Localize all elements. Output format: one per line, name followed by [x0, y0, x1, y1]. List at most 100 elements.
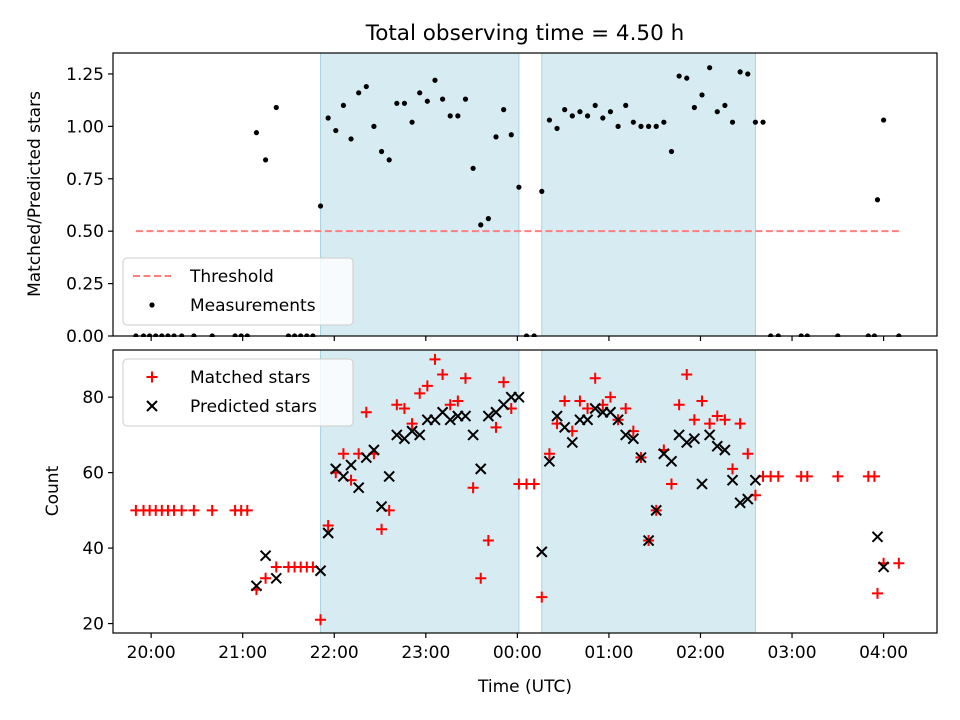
- top-series-measurements-point-77: [737, 69, 743, 75]
- top-series-measurements-point-32: [394, 100, 400, 106]
- bottom-series-predicted-stars-point-24: [467, 429, 479, 441]
- bottom-series-predicted-stars-point-31: [536, 546, 548, 558]
- top-series-measurements-point-73: [707, 65, 713, 71]
- bottom-series-predicted-stars-point-2: [259, 549, 272, 562]
- bottom-series-matched-stars-point-87: [868, 470, 880, 482]
- top-series-measurements-point-60: [607, 109, 614, 115]
- bottom-series-matched-stars-point-36: [421, 380, 433, 392]
- top-series-measurements-point-62: [623, 102, 629, 109]
- top-series-measurements-point-63: [630, 119, 636, 125]
- bottom-series-predicted-stars-point-41: [612, 414, 624, 426]
- top-series-measurements-point-36: [424, 98, 430, 104]
- bottom-series-predicted-stars-point-5: [322, 527, 334, 539]
- bottom-series-predicted-stars-point-23: [459, 410, 472, 422]
- bottom-series-predicted-stars-point-45: [642, 534, 655, 547]
- top-series-measurements-point-54: [562, 107, 568, 113]
- top-series-measurements-point-89: [880, 117, 887, 123]
- bottom-series-matched-stars-point-9: [188, 504, 200, 516]
- bottom-series-matched-stars-point-23: [322, 519, 334, 531]
- top-series-measurements-point-43: [478, 222, 484, 228]
- x-tick-label-7: 02:00: [676, 643, 725, 663]
- top-legend: Threshold Measurements: [122, 257, 354, 326]
- bottom-series-predicted-stars-point-16: [406, 425, 418, 437]
- bottom-series-matched-stars-point-68: [665, 478, 677, 490]
- top-series-measurements-point-47: [508, 132, 514, 138]
- bottom-series-matched-stars-point-37: [429, 353, 441, 365]
- bottom-series-matched-stars-point-30: [376, 523, 388, 535]
- bottom-series-matched-stars-point-28: [360, 406, 372, 418]
- top-series-measurements-point-33: [401, 100, 408, 106]
- bottom-series-matched-stars-point-62: [620, 402, 632, 414]
- top-series-measurements-point-69: [676, 73, 682, 79]
- bottom-legend-entry-1-label: Matched stars: [190, 368, 310, 388]
- bottom-y-axis-label: Count: [43, 465, 63, 516]
- top-series-measurements-point-58: [592, 102, 598, 109]
- top-series-measurements-point-44: [485, 216, 491, 222]
- top-series-measurements-point-61: [615, 123, 621, 129]
- top-series-measurements-point-27: [356, 90, 362, 96]
- top-series-measurements-point-59: [600, 115, 606, 121]
- top-series-measurements-point-70: [684, 75, 690, 81]
- top-series-measurements-point-65: [646, 123, 652, 129]
- bottom-series-predicted-stars-point-3: [270, 572, 282, 584]
- bottom-series-predicted-stars-point-57: [734, 497, 746, 509]
- top-series-measurements-point-38: [440, 96, 446, 102]
- bottom-series-predicted-stars-point-21: [444, 414, 456, 426]
- bottom-series-matched-stars-point-58: [589, 372, 601, 384]
- top-series-measurements-point-22: [317, 203, 324, 209]
- x-tick-label-1: 20:00: [127, 643, 176, 663]
- bottom-series-layer: [130, 353, 905, 626]
- bottom-series-predicted-stars-point-61: [877, 561, 890, 573]
- top-legend-entry-1-label: Threshold: [189, 267, 274, 287]
- bottom-series-matched-stars-point-90: [893, 557, 905, 569]
- x-tick-label-9: 04:00: [859, 643, 908, 663]
- top-series-measurements-point-76: [729, 119, 736, 125]
- bottom-series-matched-stars-point-78: [742, 448, 754, 460]
- bottom-series-predicted-stars-point-37: [581, 414, 594, 426]
- bottom-axes-frame: [112, 349, 938, 634]
- top-y-tick-label-6: 1.25: [66, 65, 104, 85]
- bottom-legend: Matched stars Predicted stars: [122, 358, 354, 427]
- bottom-series-predicted-stars-point-60: [871, 531, 884, 543]
- top-series-measurements-point-74: [714, 109, 720, 115]
- top-shaded-interval-1: [320, 53, 519, 336]
- top-legend-entry-2-label: Measurements: [190, 296, 316, 316]
- bottom-series-predicted-stars-point-56: [726, 474, 739, 486]
- bottom-series-predicted-stars-point-53: [703, 429, 716, 441]
- bottom-series-matched-stars-point-51: [536, 591, 548, 603]
- bottom-series-matched-stars-point-15: [260, 572, 272, 584]
- bottom-series-matched-stars-point-25: [337, 448, 349, 460]
- bottom-y-tick-label-3: 60: [82, 464, 104, 484]
- top-y-tick-label-2: 0.25: [66, 275, 104, 295]
- bottom-series-matched-stars-point-35: [414, 387, 426, 399]
- bottom-series-predicted-stars-point-26: [482, 410, 495, 422]
- x-tick-label-2: 21:00: [218, 643, 267, 663]
- bottom-series-predicted-stars-point-7: [337, 470, 350, 483]
- top-series-measurements-point-71: [691, 104, 697, 111]
- top-series-measurements-point-31: [386, 157, 392, 163]
- bottom-series-matched-stars-point-43: [475, 572, 487, 584]
- top-series-measurements-point-30: [378, 148, 385, 155]
- bottom-series-matched-stars-point-71: [688, 414, 700, 426]
- bottom-series-matched-stars-point-57: [582, 402, 594, 414]
- bottom-series-predicted-stars-point-48: [665, 455, 678, 468]
- top-series-measurements-point-16: [273, 104, 279, 111]
- top-series-measurements-point-57: [584, 113, 591, 119]
- bottom-series-predicted-stars-point-17: [414, 429, 426, 441]
- top-series-measurements-point-67: [661, 119, 667, 125]
- bottom-y-tick-label-2: 40: [82, 539, 104, 559]
- bottom-series-predicted-stars-point-13: [383, 470, 395, 483]
- bottom-y-tick-label-4: 80: [82, 388, 104, 408]
- bottom-series-matched-stars-point-38: [437, 369, 449, 381]
- x-tick-label-6: 01:00: [584, 643, 633, 663]
- bottom-series-predicted-stars-point-59: [749, 474, 762, 486]
- bottom-series-matched-stars-point-42: [467, 482, 479, 494]
- bottom-series-predicted-stars-point-44: [635, 451, 647, 464]
- bottom-series-predicted-stars-point-38: [589, 402, 601, 415]
- bottom-series-predicted-stars-point-46: [650, 504, 662, 517]
- bottom-series-matched-stars-point-74: [711, 410, 723, 422]
- top-series-measurements-point-41: [462, 96, 469, 102]
- bottom-series-predicted-stars-point-42: [620, 429, 632, 441]
- bottom-series-predicted-stars-point-12: [375, 500, 388, 513]
- bottom-series-predicted-stars-point-30: [513, 391, 525, 403]
